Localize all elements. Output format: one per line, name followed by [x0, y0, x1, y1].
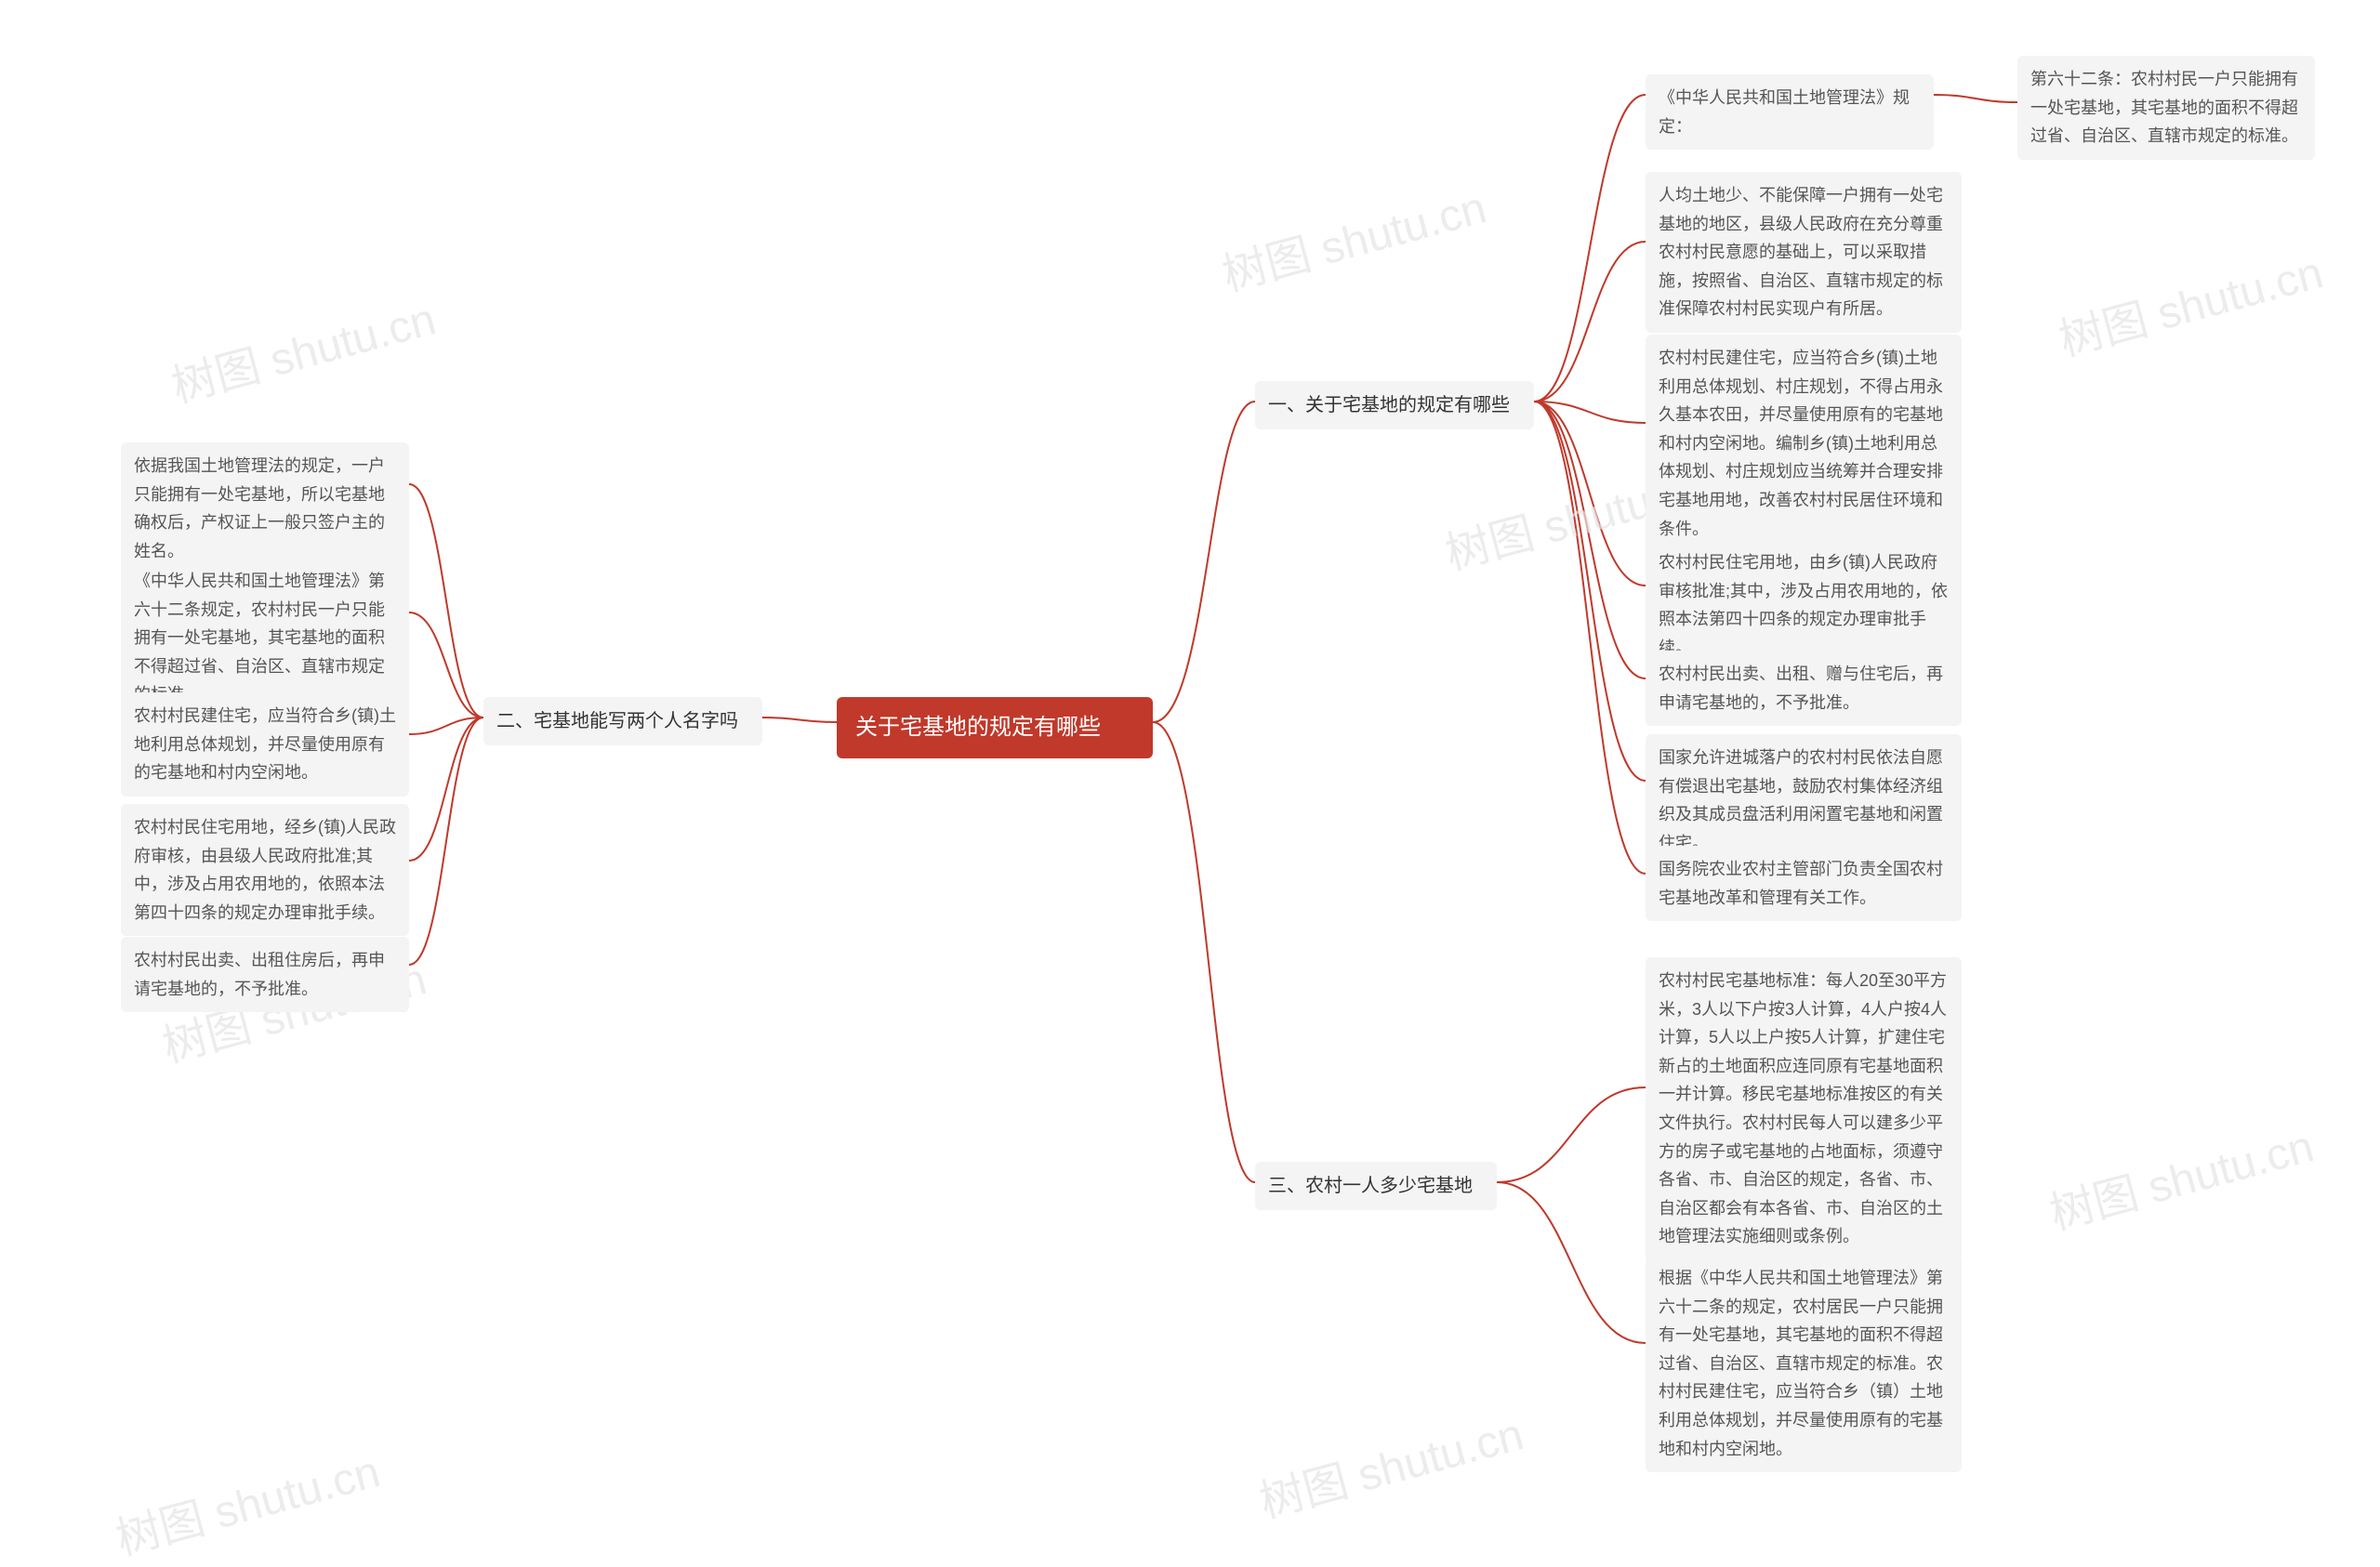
branch-3[interactable]: 三、农村一人多少宅基地: [1255, 1162, 1497, 1210]
watermark: 树图 shutu.cn: [1214, 171, 1492, 304]
branch-1[interactable]: 一、关于宅基地的规定有哪些: [1255, 381, 1534, 429]
leaf-b1-1-child[interactable]: 第六十二条：农村村民一户只能拥有一处宅基地，其宅基地的面积不得超过省、自治区、直…: [2017, 56, 2315, 160]
watermark: 树图 shutu.cn: [1251, 1398, 1529, 1531]
leaf-b1-3[interactable]: 农村村民建住宅，应当符合乡(镇)土地利用总体规划、村庄规划，不得占用永久基本农田…: [1646, 335, 1962, 552]
leaf-b1-7[interactable]: 国务院农业农村主管部门负责全国农村宅基地改革和管理有关工作。: [1646, 846, 1962, 921]
leaf-b2-3[interactable]: 农村村民建住宅，应当符合乡(镇)土地利用总体规划，并尽量使用原有的宅基地和村内空…: [121, 692, 409, 797]
branch-2[interactable]: 二、宅基地能写两个人名字吗: [483, 697, 762, 745]
leaf-b3-2[interactable]: 根据《中华人民共和国土地管理法》第六十二条的规定，农村居民一户只能拥有一处宅基地…: [1646, 1255, 1962, 1472]
leaf-b2-4[interactable]: 农村村民住宅用地，经乡(镇)人民政府审核，由县级人民政府批准;其中，涉及占用农用…: [121, 804, 409, 936]
leaf-b3-1[interactable]: 农村村民宅基地标准：每人20至30平方米，3人以下户按3人计算，4人户按4人计算…: [1646, 957, 1962, 1260]
leaf-b1-1[interactable]: 《中华人民共和国土地管理法》规定：: [1646, 74, 1934, 150]
watermark: 树图 shutu.cn: [2042, 1110, 2320, 1243]
leaf-b1-2[interactable]: 人均土地少、不能保障一户拥有一处宅基地的地区，县级人民政府在充分尊重农村村民意愿…: [1646, 172, 1962, 333]
watermark: 树图 shutu.cn: [2051, 236, 2329, 369]
leaf-b2-5[interactable]: 农村村民出卖、出租住房后，再申请宅基地的，不予批准。: [121, 937, 409, 1012]
mindmap-canvas: 树图 shutu.cn 树图 shutu.cn 树图 shutu.cn 树图 s…: [0, 0, 2380, 1502]
leaf-b2-1[interactable]: 依据我国土地管理法的规定，一户只能拥有一处宅基地，所以宅基地确权后，产权证上一般…: [121, 442, 409, 574]
root-node[interactable]: 关于宅基地的规定有哪些: [837, 697, 1153, 758]
watermark: 树图 shutu.cn: [164, 283, 442, 415]
watermark: 树图 shutu.cn: [108, 1435, 386, 1567]
leaf-b1-5[interactable]: 农村村民出卖、出租、赠与住宅后，再申请宅基地的，不予批准。: [1646, 651, 1962, 726]
